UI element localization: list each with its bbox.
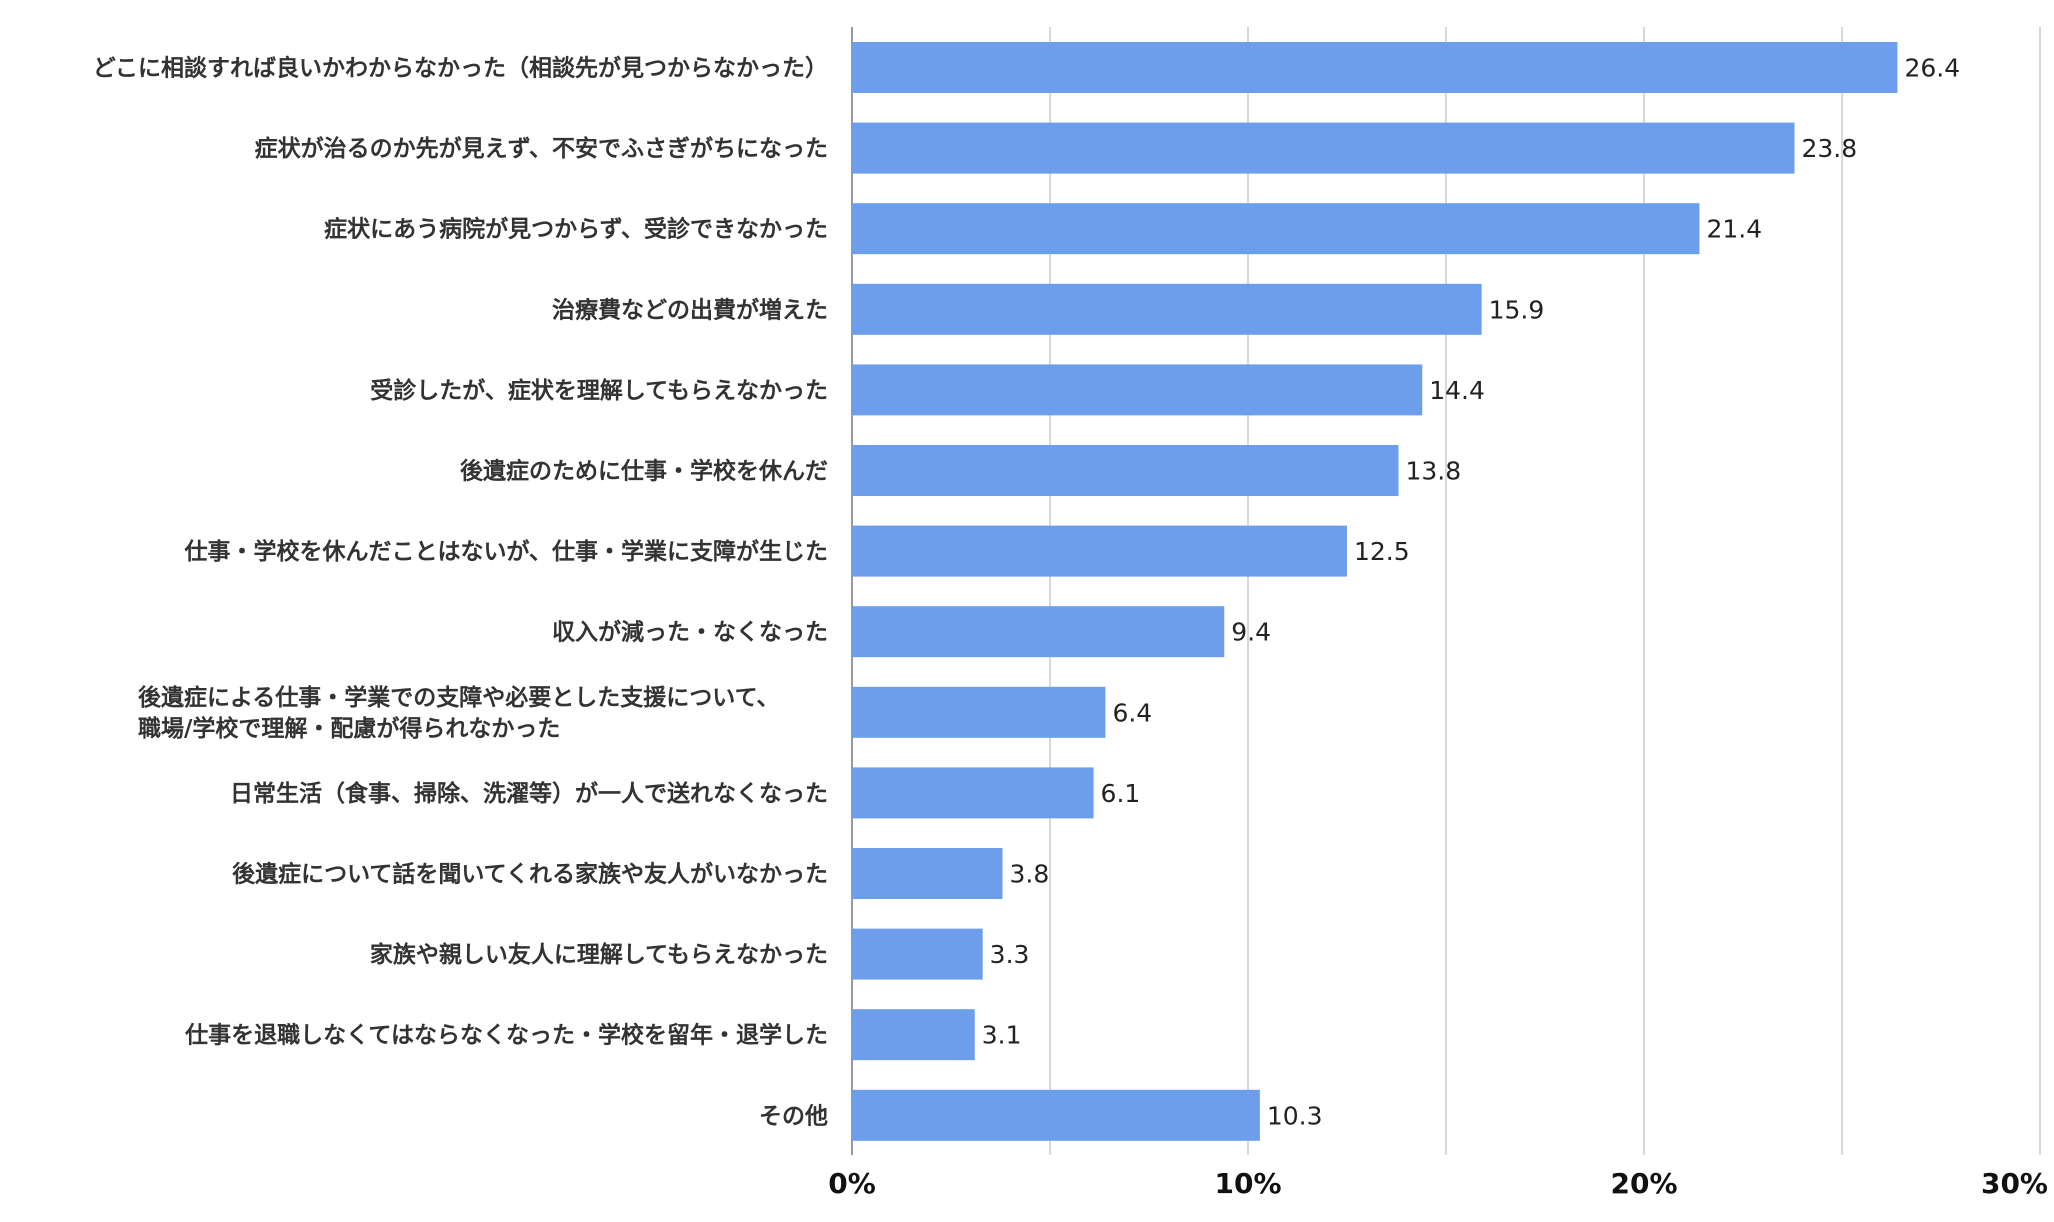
category-label-line: 職場/学校で理解・配慮が得られなかった [138, 715, 560, 742]
x-tick-label: 0% [828, 1167, 876, 1200]
bar [852, 928, 983, 980]
category-label: 仕事・学校を休んだことはないが、仕事・学業に支障が生じた [183, 538, 828, 565]
category-labels: どこに相談すれば良いかわからなかった（相談先が見つからなかった） 症状が治るのか先… [93, 55, 828, 1130]
value-label: 26.4 [1904, 54, 1960, 83]
value-labels: 26.4 23.8 21.4 15.9 14.4 13.8 12.5 9.4 6.4 6.1 3.8… [982, 54, 1960, 1131]
category-label-line: どこに相談すれば良いかわからなかった（相談先が見つからなかった） [93, 55, 828, 82]
category-label-line: 後遺症のために仕事・学校を休んだ [460, 458, 828, 485]
value-label: 9.4 [1231, 618, 1271, 647]
category-label: 治療費などの出費が増えた [552, 296, 828, 323]
category-label-line: 日常生活（食事、掃除、洗濯等）が一人で送れなくなった [230, 780, 828, 807]
x-tick-label: 10% [1214, 1167, 1281, 1200]
category-label-line: 治療費などの出費が増えた [552, 296, 828, 323]
bar [852, 686, 1106, 738]
bars [852, 42, 1898, 1141]
bar [852, 283, 1482, 335]
x-tick-labels: 0% 10% 20% 30% [828, 1167, 2048, 1200]
value-label: 12.5 [1354, 537, 1410, 566]
category-label: 症状が治るのか先が見えず、不安でふさぎがちになった [255, 135, 828, 162]
bar [852, 364, 1423, 416]
category-label: 日常生活（食事、掃除、洗濯等）が一人で送れなくなった [230, 780, 828, 807]
category-label-line: 仕事・学校を休んだことはないが、仕事・学業に支障が生じた [183, 538, 828, 565]
bar [852, 525, 1347, 577]
category-label: 受診したが、症状を理解してもらえなかった [370, 377, 828, 404]
value-label: 6.1 [1101, 779, 1141, 808]
category-label-line: 症状にあう病院が見つからず、受診できなかった [324, 216, 828, 243]
x-tick-label: 30% [1981, 1167, 2048, 1200]
bar [852, 767, 1094, 819]
x-tick-label: 20% [1610, 1167, 1677, 1200]
bar [852, 445, 1399, 496]
category-label: どこに相談すれば良いかわからなかった（相談先が見つからなかった） [93, 55, 828, 82]
gridlines [851, 27, 2041, 1155]
category-label-line: 後遺症による仕事・学業での支障や必要とした支援について、 [138, 684, 779, 711]
value-label: 10.3 [1267, 1101, 1323, 1130]
category-label: 症状にあう病院が見つからず、受診できなかった [324, 216, 828, 243]
value-label: 15.9 [1489, 295, 1545, 324]
bar [852, 203, 1700, 255]
bar [852, 1009, 975, 1061]
bar [852, 848, 1003, 899]
category-label: 収入が減った・なくなった [552, 619, 828, 646]
bar [852, 606, 1225, 658]
category-label: 仕事を退職しなくてはならなくなった・学校を留年・退学した [184, 1022, 828, 1049]
value-label: 3.8 [1009, 860, 1049, 889]
category-label: 後遺症について話を聞いてくれる家族や友人がいなかった [232, 861, 828, 888]
bar [852, 122, 1795, 174]
value-label: 13.8 [1405, 457, 1461, 486]
category-label-line: 後遺症について話を聞いてくれる家族や友人がいなかった [232, 861, 828, 888]
category-label: その他 [759, 1103, 828, 1129]
category-label: 後遺症のために仕事・学校を休んだ [460, 458, 828, 485]
category-label-line: 受診したが、症状を理解してもらえなかった [370, 377, 828, 404]
value-label: 6.4 [1112, 698, 1152, 727]
category-label-line: その他 [759, 1103, 828, 1129]
bar [852, 1089, 1260, 1141]
category-label-line: 収入が減った・なくなった [552, 619, 828, 646]
value-label: 3.1 [982, 1021, 1022, 1050]
value-label: 21.4 [1706, 215, 1762, 244]
category-label-line: 症状が治るのか先が見えず、不安でふさぎがちになった [255, 135, 828, 162]
value-label: 23.8 [1801, 134, 1857, 163]
bar [852, 42, 1898, 93]
value-label: 14.4 [1429, 376, 1485, 405]
category-label: 後遺症による仕事・学業での支障や必要とした支援について、職場/学校で理解・配慮が… [138, 684, 779, 742]
category-label: 家族や親しい友人に理解してもらえなかった [370, 941, 828, 968]
category-label-line: 仕事を退職しなくてはならなくなった・学校を留年・退学した [184, 1022, 828, 1049]
value-label: 3.3 [990, 940, 1030, 969]
category-label-line: 家族や親しい友人に理解してもらえなかった [370, 941, 828, 968]
